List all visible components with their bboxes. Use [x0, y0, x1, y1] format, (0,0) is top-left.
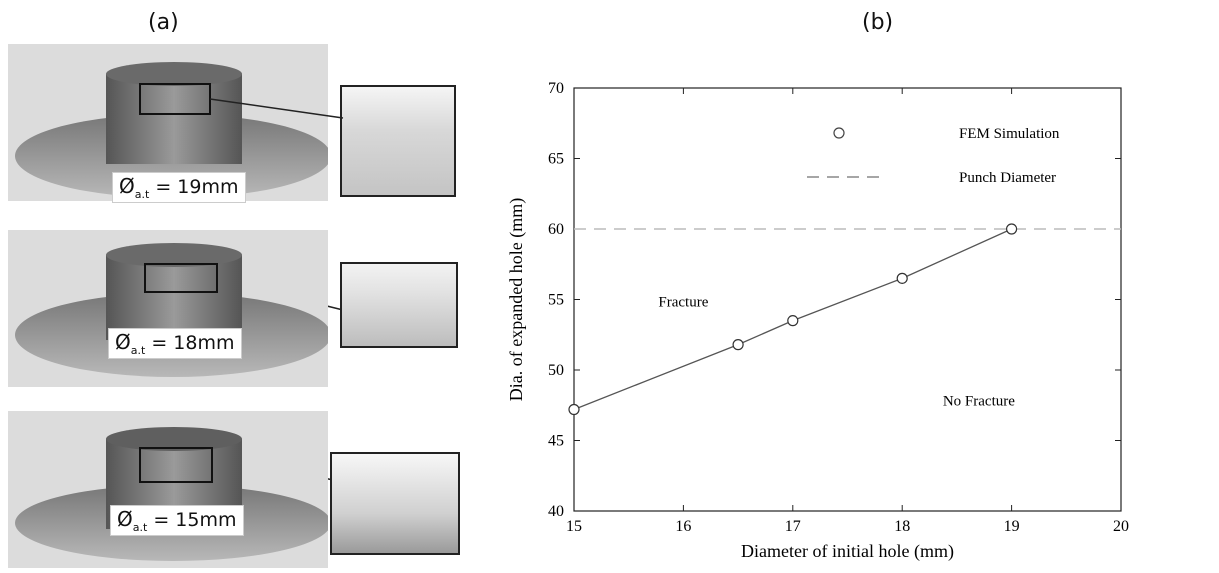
legend-label-punch: Punch Diameter	[959, 170, 1056, 186]
y-tick-label: 55	[548, 292, 564, 309]
data-point	[732, 339, 744, 351]
diameter-badge-15mm: Øa.t = 15mm	[110, 505, 244, 536]
x-tick-label: 20	[1113, 518, 1129, 535]
x-tick-label: 15	[566, 518, 582, 535]
y-axis-label: Dia. of expanded hole (mm)	[506, 198, 527, 401]
annotation-fracture: Fracture	[658, 295, 708, 311]
x-tick-label: 16	[675, 518, 691, 535]
x-tick-label: 19	[1004, 518, 1020, 535]
data-point	[568, 403, 580, 416]
legend-marker-fem	[833, 127, 845, 139]
x-tick-label: 18	[894, 518, 910, 535]
y-tick-label: 45	[548, 433, 564, 450]
flange-illustration	[15, 427, 331, 561]
flange-photo-19mm	[8, 44, 331, 201]
y-tick-label: 50	[548, 362, 564, 379]
data-point	[896, 272, 908, 284]
zoom-inset-18mm	[340, 262, 458, 348]
data-point	[787, 315, 799, 327]
y-tick-label: 70	[548, 80, 564, 97]
flange-illustration	[15, 62, 331, 198]
diameter-badge-19mm: Øa.t = 19mm	[112, 172, 246, 203]
y-tick-label: 40	[548, 503, 564, 520]
flange-illustration	[15, 243, 331, 377]
flange-photo-18mm	[8, 230, 331, 387]
diameter-badge-18mm: Øa.t = 18mm	[108, 328, 242, 359]
data-point	[1006, 223, 1018, 235]
annotation-no-fracture: No Fracture	[943, 393, 1015, 409]
panel-label-a: (a)	[148, 10, 179, 35]
hole-expansion-chart: 15 16 17 18 19 20 40 45 50 55 60 65 70 FEM Simulatio…	[506, 80, 1129, 562]
x-tick-label: 17	[785, 518, 801, 535]
legend-label-fem: FEM Simulation	[959, 126, 1060, 142]
x-axis-label: Diameter of initial hole (mm)	[741, 541, 954, 562]
panel-label-b: (b)	[862, 10, 894, 35]
zoom-inset-15mm	[330, 452, 460, 555]
zoom-inset-19mm	[340, 85, 456, 197]
y-tick-label: 60	[548, 221, 564, 238]
y-tick-label: 65	[548, 151, 564, 168]
flange-photo-15mm	[8, 411, 331, 568]
